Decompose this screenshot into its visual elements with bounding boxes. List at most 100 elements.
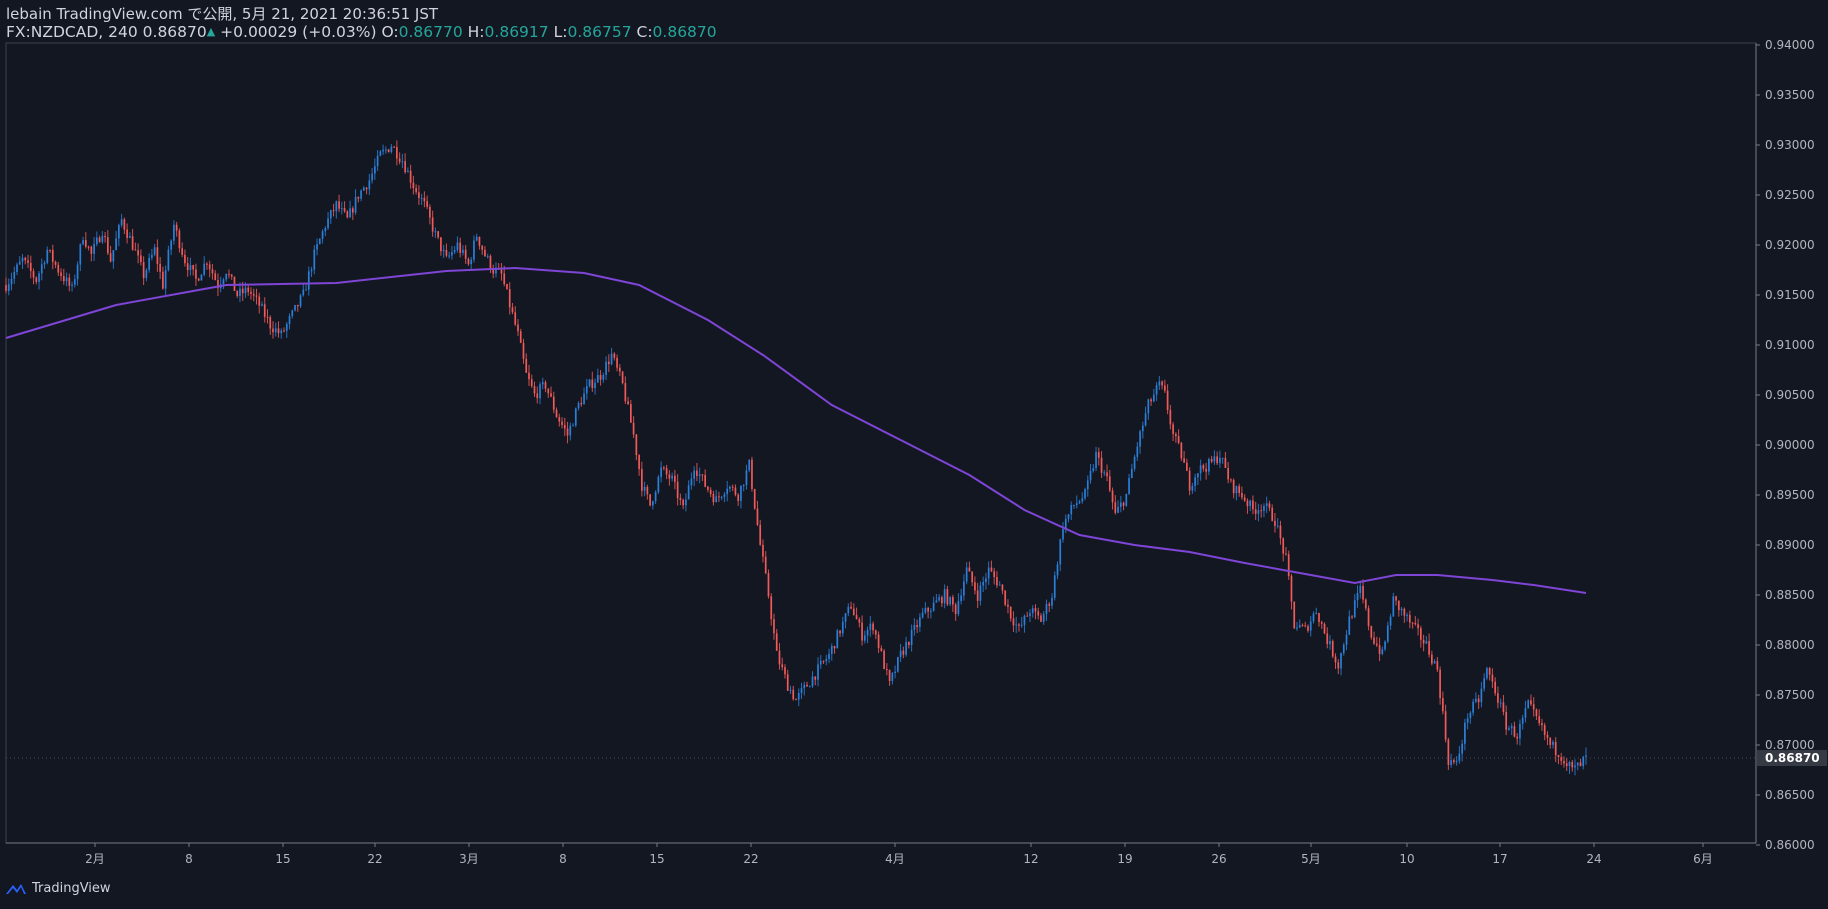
candle-body	[627, 401, 629, 405]
candle-body	[35, 277, 38, 283]
candle-body	[764, 556, 767, 574]
candle-body	[285, 323, 288, 331]
candle-body	[1287, 554, 1290, 577]
candle-body	[1202, 465, 1205, 469]
candle-body	[1227, 468, 1230, 480]
candle-body	[255, 295, 258, 297]
candle-body	[134, 249, 137, 251]
candle-body	[1150, 399, 1152, 402]
candle-body	[866, 629, 869, 636]
candle-body	[1034, 608, 1037, 612]
candle-body	[1191, 485, 1194, 491]
candle-body	[905, 642, 907, 655]
price-tick-label: 0.91500	[1765, 288, 1815, 302]
candle-body	[811, 676, 814, 687]
candle-body	[247, 287, 250, 292]
publish-line: lebain TradingView.com で公開, 5月 21, 2021 …	[6, 5, 439, 23]
candle-body	[1279, 525, 1282, 539]
time-tick-label: 4月	[885, 852, 905, 866]
candle-body	[1541, 723, 1543, 726]
candle-body	[1078, 501, 1081, 504]
candle-body	[71, 284, 73, 286]
candle-body	[723, 494, 726, 497]
candle-body	[258, 296, 261, 306]
candle-body	[167, 249, 170, 271]
candle-body	[412, 182, 415, 189]
candle-body	[1461, 743, 1463, 754]
candle-body	[390, 146, 393, 153]
candle-body	[847, 606, 850, 614]
candle-body	[1276, 525, 1279, 527]
candle-body	[1307, 626, 1309, 631]
candle-body	[222, 279, 225, 285]
candle-body	[1045, 603, 1048, 614]
candle-body	[1552, 742, 1554, 745]
time-tick-label: 26	[1211, 852, 1226, 866]
candle-body	[954, 604, 957, 615]
candle-body	[495, 268, 497, 274]
candle-body	[539, 384, 541, 399]
candle-body	[1274, 520, 1276, 526]
candle-body	[236, 290, 239, 297]
candle-body	[178, 230, 181, 249]
candle-body	[572, 425, 574, 427]
candle-body	[489, 255, 492, 270]
candle-body	[941, 597, 943, 604]
candle-body	[506, 284, 508, 290]
candle-body	[1158, 381, 1161, 386]
tradingview-footer[interactable]: TradingView	[5, 881, 111, 896]
candle-body	[252, 293, 255, 296]
candle-body	[704, 474, 707, 487]
time-tick-label: 2月	[85, 852, 105, 866]
candle-body	[269, 317, 272, 329]
candle-body	[836, 630, 839, 649]
candle-body	[1403, 608, 1406, 616]
candle-body	[1161, 381, 1163, 386]
up-arrow-icon: ▲	[206, 25, 216, 38]
candle-body	[1007, 604, 1009, 607]
candle-body	[731, 486, 734, 488]
candle-body	[1585, 755, 1587, 757]
candle-body	[90, 246, 93, 254]
candle-body	[514, 312, 517, 325]
price-tick-label: 0.86500	[1765, 788, 1815, 802]
candle-body	[1232, 480, 1235, 494]
candle-body	[701, 474, 704, 476]
candle-body	[316, 244, 318, 250]
candle-body	[376, 155, 379, 167]
candle-body	[1389, 616, 1392, 626]
time-tick-label: 5月	[1301, 852, 1321, 866]
candle-body	[38, 273, 40, 283]
candle-body	[1546, 734, 1549, 738]
candle-body	[976, 590, 979, 601]
tradingview-logo-icon	[6, 884, 26, 894]
candle-body	[1348, 616, 1351, 635]
candle-body	[1086, 480, 1089, 490]
candle-body	[84, 240, 87, 247]
candle-body	[913, 625, 916, 630]
candle-body	[784, 667, 786, 675]
candle-body	[115, 238, 117, 251]
candle-body	[891, 673, 894, 681]
brand-label: TradingView	[32, 881, 111, 896]
candle-body	[1530, 700, 1532, 705]
candle-body	[415, 188, 417, 193]
candle-body	[1023, 615, 1026, 625]
candle-body	[1318, 613, 1320, 623]
time-tick-label: 6月	[1693, 852, 1713, 866]
candle-body	[239, 288, 241, 297]
price-tick-label: 0.92500	[1765, 188, 1815, 202]
candle-body	[1064, 518, 1067, 530]
time-tick-label: 10	[1399, 852, 1414, 866]
candle-body	[409, 170, 412, 183]
candle-body	[1048, 603, 1051, 606]
candle-body	[109, 253, 112, 262]
candle-body	[927, 607, 929, 612]
candle-body	[197, 278, 200, 281]
candle-body	[1312, 613, 1315, 622]
candle-body	[993, 571, 996, 578]
candle-body	[82, 240, 84, 245]
candle-body	[448, 255, 451, 257]
candle-body	[1067, 514, 1070, 519]
